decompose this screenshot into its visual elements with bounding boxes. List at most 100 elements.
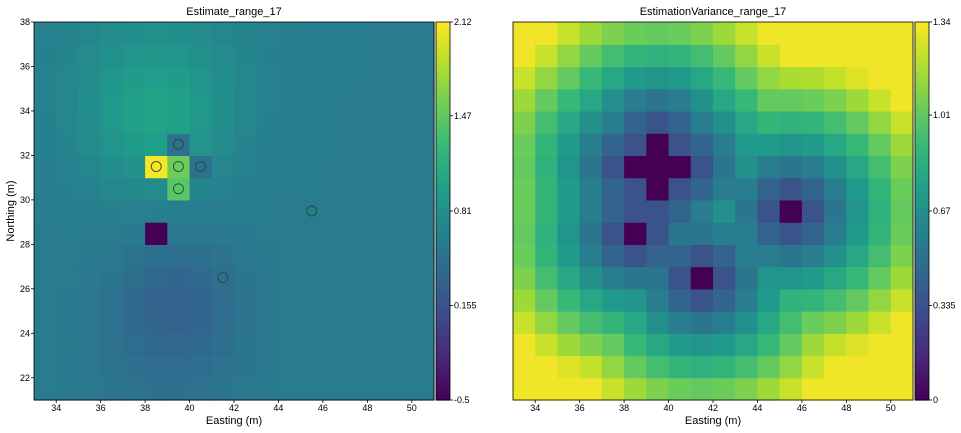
sample-point — [172, 183, 184, 195]
colorbar-segment — [436, 290, 450, 295]
colorbar-segment — [436, 381, 450, 386]
colorbar-segment — [915, 222, 929, 227]
heatmap-cell — [322, 333, 346, 357]
heatmap-cell — [189, 377, 213, 401]
heatmap-cell — [411, 222, 435, 245]
heatmap-cell — [300, 266, 324, 290]
heatmap-cell — [34, 155, 57, 179]
heatmap-cell — [145, 66, 168, 90]
colorbar-segment — [915, 78, 929, 84]
colorbar-segment — [436, 279, 450, 284]
colorbar-segment — [436, 252, 450, 257]
heatmap-cell — [145, 88, 168, 112]
colorbar-segment — [436, 297, 450, 303]
heatmap-cell — [868, 355, 892, 379]
colorbar-segment — [915, 214, 929, 220]
colorbar-segment — [915, 176, 929, 182]
heatmap-cell — [624, 22, 647, 45]
colorbar-segment — [915, 275, 929, 280]
heatmap-cell — [56, 222, 80, 245]
variance-heatmap — [513, 22, 914, 401]
heatmap-cell — [646, 88, 670, 112]
colorbar-segment — [915, 229, 929, 235]
heatmap-cell — [367, 133, 391, 157]
heatmap-cell — [846, 155, 870, 179]
heatmap-cell — [34, 44, 57, 68]
heatmap-cell — [624, 244, 647, 268]
y-tick-label: 22 — [20, 373, 30, 383]
heatmap-cell — [78, 355, 102, 379]
heatmap-cell — [624, 333, 647, 357]
x-tick-label: 48 — [841, 403, 851, 413]
heatmap-cell — [234, 44, 257, 68]
heatmap-cell — [535, 88, 559, 112]
colorbar-segment — [915, 203, 929, 208]
colorbar-segment — [436, 207, 450, 212]
heatmap-cell — [145, 222, 168, 245]
heatmap-cell — [389, 355, 413, 379]
estimate-xlabel: Easting (m) — [206, 415, 262, 427]
heatmap-cell — [757, 244, 781, 268]
heatmap-cell — [713, 311, 736, 334]
heatmap-cell — [601, 199, 625, 223]
heatmap-cell — [690, 377, 714, 401]
estimate-colorbar-ticks: 2.12 1.47 0.81 0.155 -0.5 — [450, 17, 477, 405]
colorbar-segment — [915, 56, 929, 61]
heatmap-cell — [624, 311, 647, 334]
colorbar-segment — [915, 313, 929, 318]
heatmap-cell — [557, 88, 581, 112]
heatmap-cell — [34, 199, 57, 223]
heatmap-cell — [690, 44, 714, 68]
heatmap-cell — [824, 355, 847, 379]
heatmap-cell — [411, 66, 435, 90]
colorbar-segment — [436, 192, 450, 197]
heatmap-cell — [389, 288, 413, 312]
heatmap-cell — [535, 155, 559, 179]
heatmap-cell — [256, 355, 280, 379]
heatmap-cell — [846, 22, 870, 45]
heatmap-cell — [646, 311, 670, 334]
colorbar-segment — [436, 260, 450, 265]
heatmap-cell — [735, 311, 759, 334]
heatmap-cell — [189, 155, 213, 179]
heatmap-cell — [100, 222, 124, 245]
heatmap-cell — [624, 88, 647, 112]
heatmap-cell — [601, 66, 625, 90]
heatmap-cell — [646, 266, 670, 290]
heatmap-cell — [846, 333, 870, 357]
y-tick-label: 26 — [20, 284, 30, 294]
heatmap-cell — [122, 66, 146, 90]
heatmap-cell — [189, 88, 213, 112]
heatmap-cell — [211, 311, 235, 334]
colorbar-segment — [436, 384, 450, 390]
heatmap-cell — [557, 288, 581, 312]
colorbar-segment — [436, 286, 450, 291]
heatmap-cell — [278, 288, 302, 312]
sample-point — [306, 205, 318, 217]
heatmap-cell — [535, 377, 559, 401]
heatmap-cell — [713, 244, 736, 268]
colorbar-segment — [915, 320, 929, 325]
heatmap-cell — [646, 244, 670, 268]
heatmap-cell — [367, 311, 391, 334]
heatmap-cell — [322, 222, 346, 245]
estimate-sample-points — [150, 138, 318, 284]
colorbar-segment — [915, 22, 929, 27]
heatmap-cell — [513, 355, 536, 379]
heatmap-cell — [78, 110, 102, 134]
heatmap-cell — [56, 266, 80, 290]
y-tick-label: 32 — [20, 150, 30, 160]
heatmap-cell — [78, 66, 102, 90]
heatmap-cell — [234, 244, 257, 268]
colorbar-segment — [915, 335, 929, 341]
heatmap-cell — [890, 133, 914, 157]
colorbar-segment — [915, 93, 929, 99]
heatmap-cell — [757, 22, 781, 45]
x-tick-label: 36 — [575, 403, 585, 413]
heatmap-cell — [624, 199, 647, 223]
heatmap-cell — [824, 377, 847, 401]
heatmap-cell — [890, 110, 914, 134]
heatmap-cell — [868, 288, 892, 312]
colorbar-segment — [915, 301, 929, 307]
